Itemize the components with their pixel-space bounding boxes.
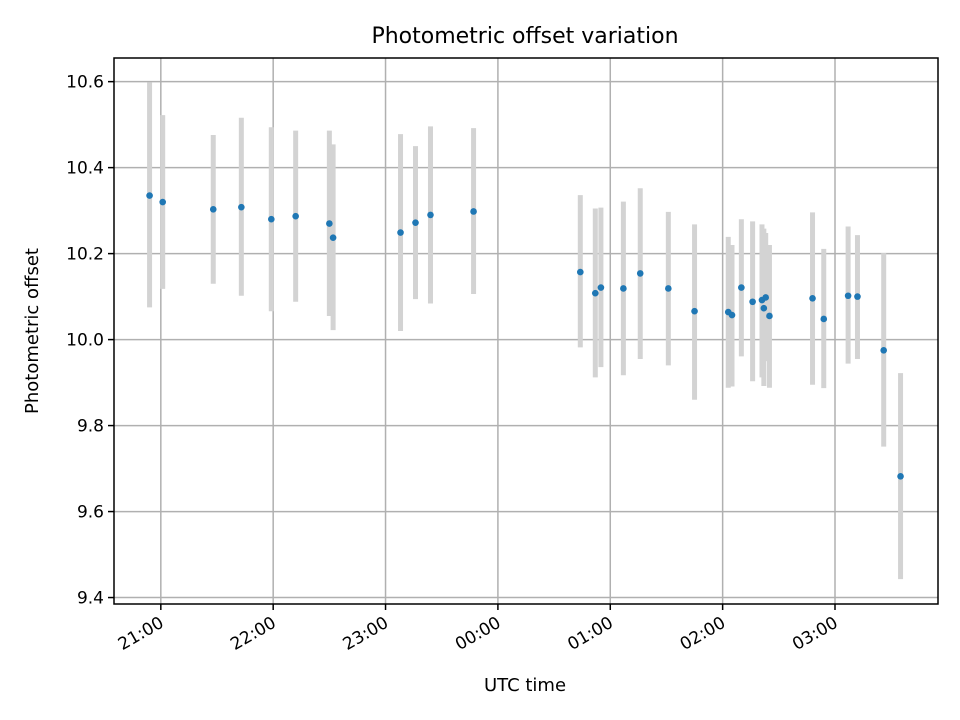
y-tick-label: 9.6 bbox=[77, 503, 104, 523]
y-axis-label: Photometric offset bbox=[22, 248, 43, 414]
data-point bbox=[597, 284, 605, 291]
data-point bbox=[146, 192, 153, 199]
y-tick-label: 10.4 bbox=[66, 159, 104, 179]
y-tick-label: 10.0 bbox=[66, 331, 104, 351]
data-point bbox=[738, 284, 745, 291]
data-point bbox=[620, 285, 627, 292]
data-point bbox=[329, 234, 337, 242]
y-tick-label: 10.2 bbox=[66, 245, 104, 265]
data-point bbox=[728, 311, 736, 319]
x-tick-label: 03:00 bbox=[789, 613, 841, 655]
data-point bbox=[427, 211, 434, 219]
data-point bbox=[591, 289, 599, 297]
data-point bbox=[760, 304, 768, 312]
data-point bbox=[844, 292, 852, 300]
data-point bbox=[691, 307, 698, 315]
data-point bbox=[470, 208, 477, 215]
data-point bbox=[880, 347, 887, 354]
y-tick-label: 9.4 bbox=[77, 589, 104, 609]
x-axis-label: UTC time bbox=[484, 675, 566, 696]
data-point bbox=[820, 315, 828, 323]
data-point bbox=[412, 219, 419, 226]
x-tick-label: 01:00 bbox=[564, 613, 616, 655]
plot-frame bbox=[113, 57, 939, 605]
data-point bbox=[762, 294, 770, 301]
data-point bbox=[238, 203, 245, 211]
y-tick-label: 10.6 bbox=[66, 73, 104, 93]
y-tick-label: 9.8 bbox=[77, 417, 104, 437]
data-point bbox=[577, 268, 584, 276]
data-point bbox=[636, 270, 644, 277]
chart-title: Photometric offset variation bbox=[371, 24, 678, 49]
data-point bbox=[209, 206, 217, 213]
error-bar-layer bbox=[147, 82, 904, 580]
x-tick-label: 00:00 bbox=[452, 613, 504, 655]
x-tick-label: 23:00 bbox=[340, 613, 392, 655]
data-point bbox=[897, 473, 904, 480]
x-tick-label: 22:00 bbox=[227, 613, 279, 655]
data-point bbox=[749, 298, 756, 306]
data-point bbox=[665, 285, 672, 292]
data-point-layer bbox=[146, 192, 904, 480]
grid-layer bbox=[114, 58, 938, 604]
data-point bbox=[766, 312, 773, 320]
tick-layer: 9.4 9.6 9.8 10.0 10.2 10.4 10.6 21:00 22:00 23:00… bbox=[66, 73, 841, 655]
x-tick-label: 21:00 bbox=[115, 613, 167, 655]
data-point bbox=[268, 215, 275, 223]
data-point bbox=[854, 293, 861, 300]
data-point bbox=[326, 220, 333, 227]
data-point bbox=[292, 212, 299, 220]
x-tick-label: 02:00 bbox=[677, 613, 729, 655]
data-point bbox=[397, 229, 404, 236]
data-point bbox=[159, 198, 166, 206]
data-point bbox=[809, 295, 816, 302]
